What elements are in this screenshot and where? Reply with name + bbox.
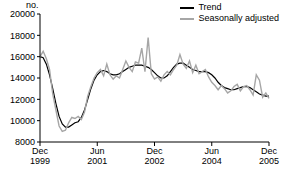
svg-text:20000: 20000	[10, 9, 35, 19]
svg-text:14000: 14000	[10, 73, 35, 83]
svg-text:Jun2004: Jun2004	[202, 146, 222, 166]
html-text:Seasonally adjusted: Seasonally adjusted	[198, 13, 279, 23]
svg-text:12000: 12000	[10, 95, 35, 105]
svg-text:16000: 16000	[10, 52, 35, 62]
html-text:Trend: Trend	[198, 2, 222, 12]
svg-text:Dec1999: Dec1999	[30, 146, 50, 166]
html-text:no.: no.	[26, 0, 39, 10]
svg-text:Dec2002: Dec2002	[144, 146, 164, 166]
svg-text:Jun2001: Jun2001	[87, 146, 107, 166]
svg-text:18000: 18000	[10, 31, 35, 41]
svg-text:10000: 10000	[10, 116, 35, 126]
svg-text:Dec2005: Dec2005	[259, 146, 275, 166]
svg-text:8000: 8000	[15, 137, 35, 147]
